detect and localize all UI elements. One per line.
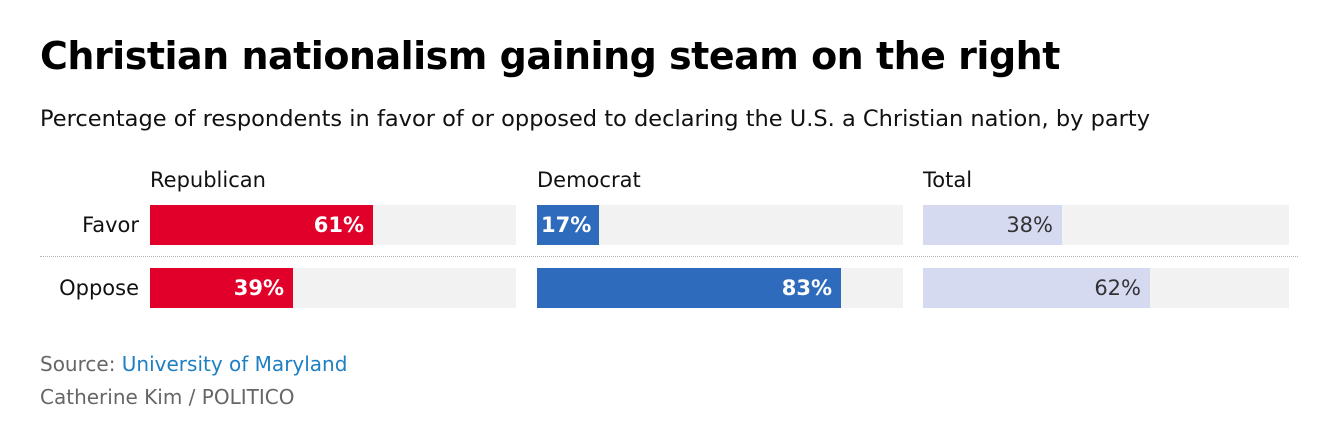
panel-title-total: Total: [923, 168, 973, 192]
bar-track-total-favor: 38%: [923, 205, 1289, 245]
bar-democrat-oppose: [537, 268, 841, 308]
bar-total-favor: [923, 205, 1062, 245]
bar-track-total-oppose: 62%: [923, 268, 1289, 308]
data-label-total-oppose: 62%: [1094, 276, 1141, 300]
bar-track-republican-favor: 61%: [150, 205, 516, 245]
source-prefix: Source:: [40, 352, 122, 376]
data-label-republican-oppose: 39%: [233, 276, 284, 300]
source-line: Source: University of Maryland: [40, 352, 347, 376]
data-label-democrat-oppose: 83%: [781, 276, 832, 300]
bar-democrat-favor: [537, 205, 599, 245]
bar-track-democrat-oppose: 83%: [537, 268, 903, 308]
data-label-democrat-favor: 17%: [541, 213, 592, 237]
row-label-oppose: Oppose: [59, 276, 139, 300]
panel-title-democrat: Democrat: [537, 168, 641, 192]
data-label-republican-favor: 61%: [313, 213, 364, 237]
source-link[interactable]: University of Maryland: [121, 352, 348, 376]
chart-title: Christian nationalism gaining steam on t…: [40, 34, 1060, 78]
bar-republican-oppose: [150, 268, 293, 308]
panel-title-republican: Republican: [150, 168, 266, 192]
credit-line: Catherine Kim / POLITICO: [40, 385, 295, 409]
row-divider: [40, 256, 1298, 257]
bar-republican-favor: [150, 205, 373, 245]
bar-track-democrat-favor: 17%: [537, 205, 903, 245]
row-label-favor: Favor: [82, 213, 139, 237]
data-label-total-favor: 38%: [1006, 213, 1053, 237]
chart-subtitle: Percentage of respondents in favor of or…: [40, 106, 1151, 132]
bar-track-republican-oppose: 39%: [150, 268, 516, 308]
bar-total-oppose: [923, 268, 1150, 308]
